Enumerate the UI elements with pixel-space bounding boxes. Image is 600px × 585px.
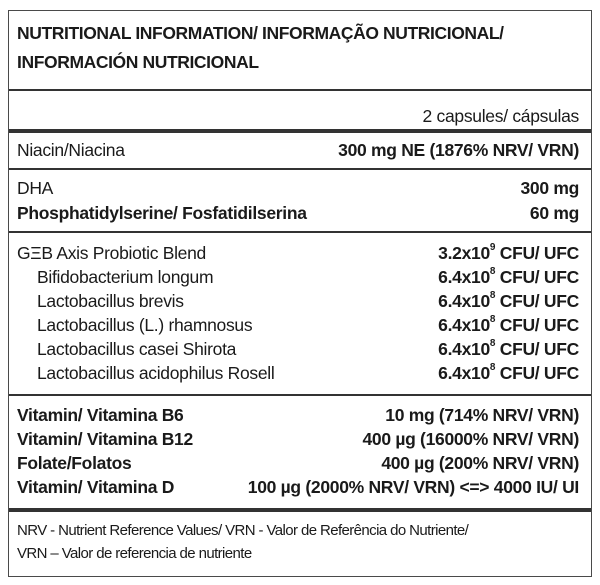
vitamin-row: Folate/Folatos 400 µg (200% NRV/ VRN) xyxy=(17,451,579,475)
vitamin-value: 400 µg (16000% NRV/ VRN) xyxy=(362,428,579,449)
strain-row: Lactobacillus acidophilus Rosell 6.4x108… xyxy=(17,361,579,385)
dha-name: DHA xyxy=(17,177,54,198)
footnote: NRV - Nutrient Reference Values/ VRN - V… xyxy=(17,519,587,565)
strain-name: Lactobacillus acidophilus Rosell xyxy=(37,362,275,383)
strain-name: Lactobacillus (L.) rhamnosus xyxy=(37,314,253,335)
strain-name: Lactobacillus casei Shirota xyxy=(37,338,237,359)
vitamin-name: Vitamin/ Vitamina B6 xyxy=(17,404,184,425)
title-line-1: NUTRITIONAL INFORMATION/ INFORMAÇÃO NUTR… xyxy=(17,23,504,43)
niacin-row: Niacin/Niacina 300 mg NE (1876% NRV/ VRN… xyxy=(17,138,579,162)
vitamin-value: 100 µg (2000% NRV/ VRN) <=> 4000 IU/ UI xyxy=(247,476,580,497)
ps-value: 60 mg xyxy=(529,202,579,223)
vitamin-value: 10 mg (714% NRV/ VRN) xyxy=(385,404,579,425)
divider-thick xyxy=(9,508,591,512)
divider-thick xyxy=(9,129,591,133)
strain-value: 6.4x108 CFU/ UFC xyxy=(438,265,579,287)
dha-row: DHA 300 mg xyxy=(17,176,579,200)
nutrition-panel: NUTRITIONAL INFORMATION/ INFORMAÇÃO NUTR… xyxy=(8,10,592,577)
strain-name: Lactobacillus brevis xyxy=(37,290,184,311)
strain-value: 6.4x108 CFU/ UFC xyxy=(438,337,579,359)
strain-row: Lactobacillus casei Shirota 6.4x108 CFU/… xyxy=(17,337,579,361)
dha-value: 300 mg xyxy=(520,177,579,198)
strain-value: 6.4x108 CFU/ UFC xyxy=(438,289,579,311)
strain-row: Lactobacillus brevis 6.4x108 CFU/ UFC xyxy=(17,289,579,313)
strain-name: Bifidobacterium longum xyxy=(37,266,214,287)
vitamin-row: Vitamin/ Vitamina B6 10 mg (714% NRV/ VR… xyxy=(17,403,579,427)
divider xyxy=(9,168,591,170)
title-line-2: INFORMACIÓN NUTRICIONAL xyxy=(17,52,259,72)
footnote-line-2: VRN – Valor de referencia de nutriente xyxy=(17,545,252,562)
niacin-name: Niacin/Niacina xyxy=(17,139,125,160)
strain-row: Bifidobacterium longum 6.4x108 CFU/ UFC xyxy=(17,265,579,289)
strain-row: Lactobacillus (L.) rhamnosus 6.4x108 CFU… xyxy=(17,313,579,337)
strain-value: 6.4x108 CFU/ UFC xyxy=(438,313,579,335)
divider xyxy=(9,89,591,91)
blend-row: GΞB Axis Probiotic Blend 3.2x109 CFU/ UF… xyxy=(17,241,579,265)
niacin-value: 300 mg NE (1876% NRV/ VRN) xyxy=(338,139,579,160)
panel-title: NUTRITIONAL INFORMATION/ INFORMAÇÃO NUTR… xyxy=(17,19,577,77)
ps-name: Phosphatidylserine/ Fosfatidilserina xyxy=(17,202,307,223)
vitamin-value: 400 µg (200% NRV/ VRN) xyxy=(381,452,579,473)
ps-row: Phosphatidylserine/ Fosfatidilserina 60 … xyxy=(17,201,579,225)
vitamin-name: Folate/Folatos xyxy=(17,452,132,473)
serving-header: 2 capsules/ cápsulas xyxy=(422,106,580,126)
strain-value: 6.4x108 CFU/ UFC xyxy=(438,361,579,383)
divider xyxy=(9,394,591,396)
vitamin-row: Vitamin/ Vitamina B12 400 µg (16000% NRV… xyxy=(17,427,579,451)
vitamin-name: Vitamin/ Vitamina B12 xyxy=(17,428,193,449)
vitamin-name: Vitamin/ Vitamina D xyxy=(17,476,175,497)
footnote-line-1: NRV - Nutrient Reference Values/ VRN - V… xyxy=(17,522,469,539)
vitamin-row: Vitamin/ Vitamina D 100 µg (2000% NRV/ V… xyxy=(17,475,579,499)
blend-name: GΞB Axis Probiotic Blend xyxy=(17,242,206,263)
blend-value: 3.2x109 CFU/ UFC xyxy=(438,241,579,263)
divider xyxy=(9,231,591,233)
